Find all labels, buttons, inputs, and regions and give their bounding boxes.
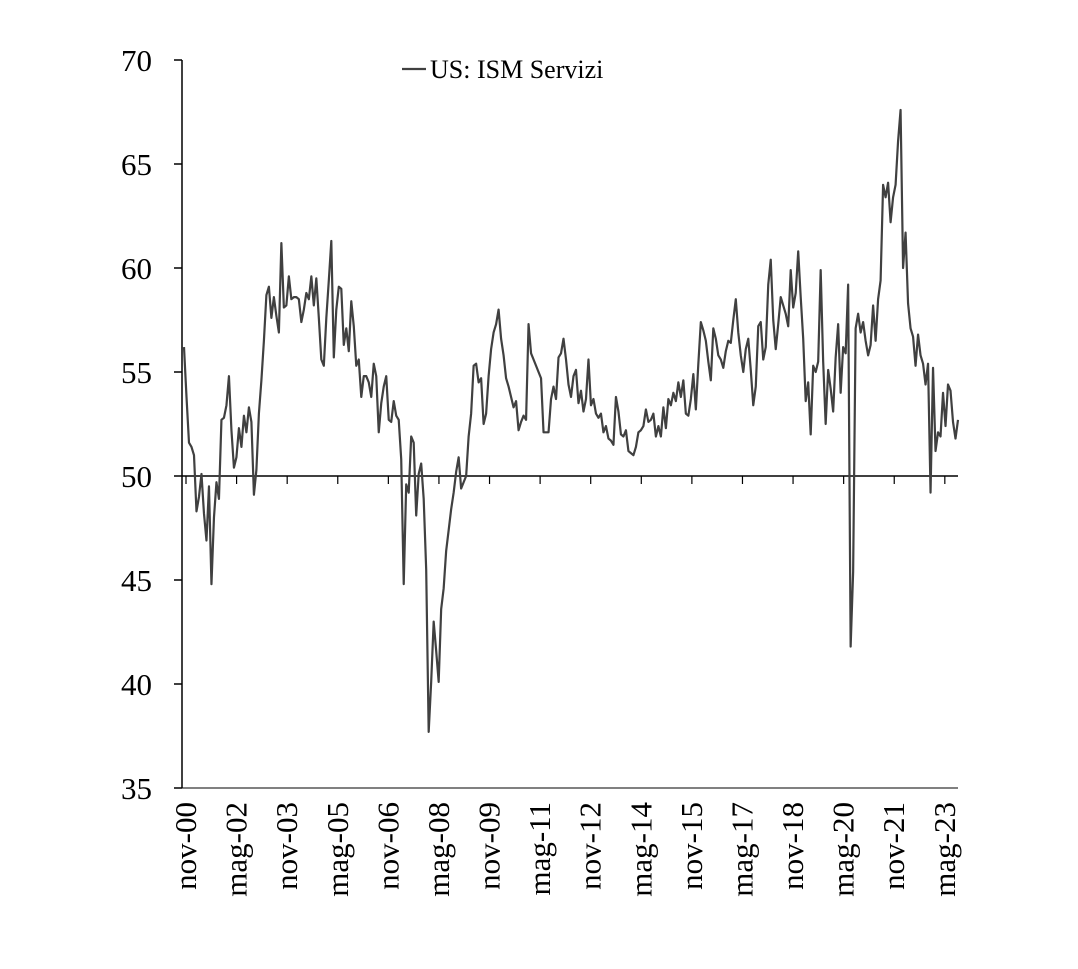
x-tick-label: mag-11 — [522, 802, 557, 896]
y-tick-label: 55 — [121, 355, 152, 390]
x-tick-label: mag-08 — [421, 802, 456, 897]
x-tick-label: nov-09 — [472, 802, 507, 890]
x-tick-label: mag-14 — [623, 802, 658, 897]
y-tick-label: 70 — [121, 43, 152, 78]
x-tick-label: nov-15 — [674, 802, 709, 890]
x-axis: nov-00 mag-02 nov-03 mag-05 nov-06 mag-08 nov-… — [168, 476, 962, 897]
x-tick-label: mag-17 — [724, 802, 759, 897]
series-line-us-ism-servizi — [182, 108, 960, 733]
x-tick-label: mag-20 — [826, 802, 861, 897]
y-tick-label: 35 — [121, 771, 152, 806]
legend: US: ISM Servizi — [402, 55, 603, 84]
x-tick-label: mag-02 — [219, 802, 254, 897]
y-tick-label: 40 — [121, 667, 152, 702]
x-tick-label: nov-00 — [168, 802, 203, 890]
x-tick-label: nov-18 — [775, 802, 810, 890]
y-tick-label: 45 — [121, 563, 152, 598]
x-tick-label: nov-06 — [370, 802, 405, 890]
x-tick-label: nov-03 — [269, 802, 304, 890]
y-tick-label: 60 — [121, 251, 152, 286]
x-tick-label: mag-23 — [927, 802, 962, 897]
y-axis: 35 40 45 50 55 60 65 70 — [121, 43, 183, 806]
legend-label: US: ISM Servizi — [430, 55, 603, 84]
x-tick-label: nov-21 — [876, 802, 911, 890]
x-tick-label: mag-05 — [320, 802, 355, 897]
y-tick-label: 65 — [121, 147, 152, 182]
y-tick-label: 50 — [121, 459, 152, 494]
x-tick-label: nov-12 — [573, 802, 608, 890]
